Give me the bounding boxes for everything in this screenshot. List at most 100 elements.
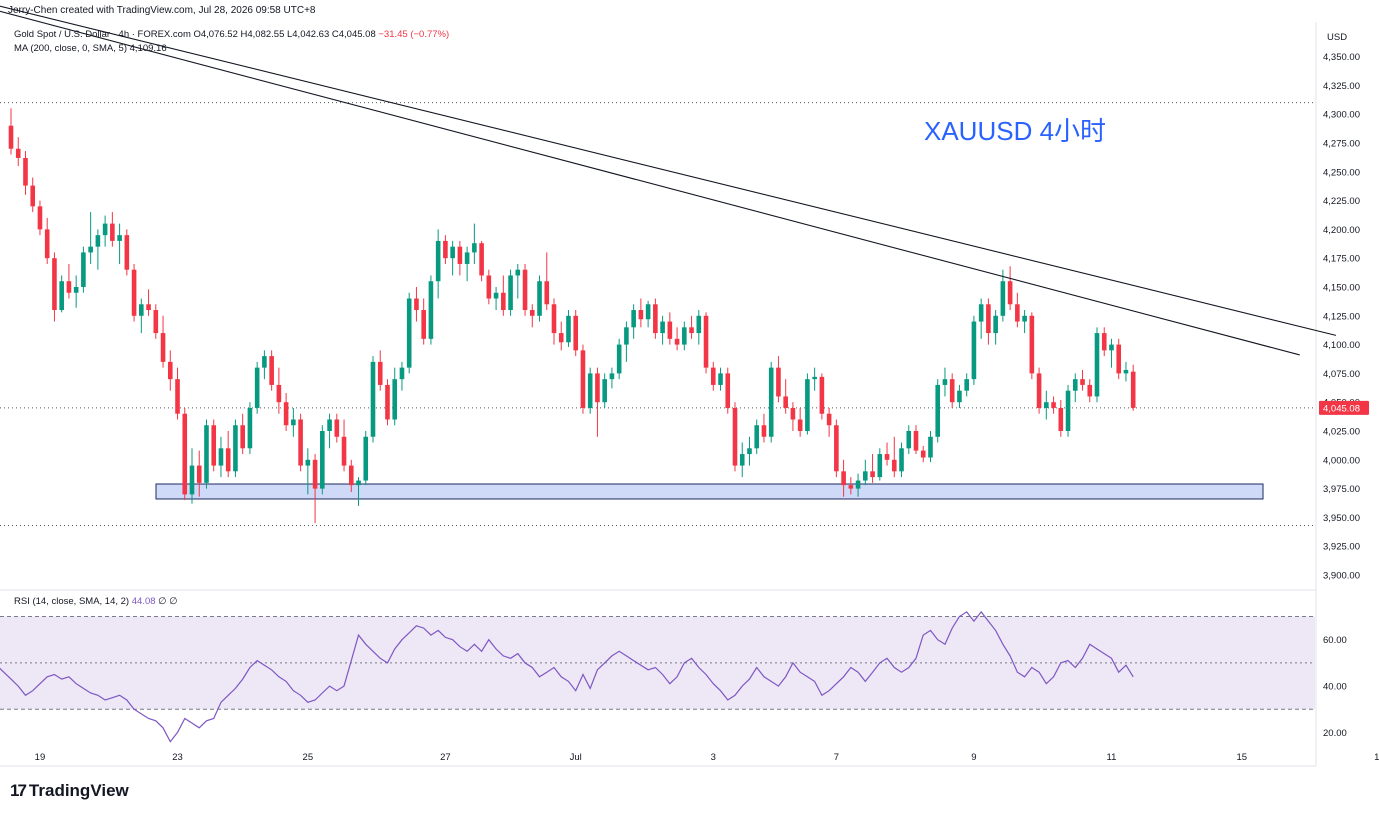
- candle-body: [863, 471, 868, 481]
- candle: [175, 367, 180, 420]
- candle: [1065, 384, 1071, 437]
- price-tick-label: 4,025.00: [1323, 427, 1360, 438]
- candle: [703, 312, 709, 374]
- candle-body: [710, 367, 716, 385]
- rsi-legend: RSI (14, close, SMA, 14, 2) 44.08 ∅ ∅: [14, 596, 177, 607]
- candle-body: [1072, 379, 1078, 391]
- candle-body: [1094, 333, 1100, 397]
- candle-body: [587, 373, 593, 408]
- candle: [732, 402, 738, 472]
- candle-body: [189, 465, 195, 495]
- candle-body: [797, 419, 803, 432]
- candle-body: [942, 379, 948, 385]
- candle-body: [370, 361, 376, 437]
- candle-body: [754, 425, 760, 449]
- candle: [225, 431, 231, 478]
- candle: [486, 269, 492, 305]
- candle: [262, 350, 267, 380]
- candle: [464, 246, 470, 282]
- candle: [595, 367, 600, 437]
- candle-body: [1116, 344, 1122, 374]
- candle-body: [421, 310, 426, 339]
- candle: [957, 384, 962, 408]
- candle-body: [472, 243, 477, 253]
- chart-annotation[interactable]: XAUUSD 4小时: [924, 116, 1106, 146]
- tradingview-logo[interactable]: 17 TradingView: [10, 781, 129, 801]
- candle: [443, 235, 448, 264]
- price-tick-label: 4,075.00: [1323, 369, 1360, 380]
- candle-body: [269, 356, 274, 385]
- candle: [587, 367, 593, 414]
- candle-body: [573, 315, 579, 351]
- candle: [718, 367, 723, 391]
- candle: [139, 298, 144, 334]
- candles-layer: [8, 108, 1136, 524]
- candle-body: [1130, 371, 1136, 408]
- candle-body: [645, 304, 651, 320]
- candle: [66, 263, 72, 299]
- candle-body: [457, 246, 463, 264]
- candle: [37, 200, 43, 236]
- candle-body: [1000, 281, 1006, 316]
- candle: [421, 298, 426, 345]
- candle: [928, 431, 933, 463]
- candle-body: [363, 436, 369, 481]
- candle-body: [102, 223, 108, 236]
- candle-body: [117, 235, 122, 241]
- trendlines-layer: [0, 5, 1337, 356]
- candle: [131, 263, 137, 322]
- candle: [392, 367, 398, 426]
- candle-body: [906, 431, 912, 449]
- candle-body: [812, 376, 817, 380]
- candle-body: [747, 448, 752, 455]
- candle: [949, 373, 955, 408]
- time-tick-label: Jul: [570, 752, 582, 763]
- time-tick-label: 11: [1107, 752, 1117, 763]
- candle-body: [703, 315, 709, 368]
- candle: [768, 361, 774, 443]
- candle: [1036, 367, 1042, 414]
- candle-body: [356, 480, 361, 486]
- candle-body: [537, 281, 542, 316]
- candle-body: [341, 436, 347, 466]
- candle-body: [479, 243, 484, 276]
- candle: [754, 419, 760, 455]
- price-tick-label: 4,350.00: [1323, 52, 1360, 63]
- candle-body: [486, 275, 492, 299]
- support-zone: [155, 483, 1264, 500]
- candle-body: [899, 448, 904, 472]
- candle: [189, 448, 195, 504]
- candle: [826, 407, 832, 437]
- candle-body: [327, 419, 332, 432]
- candle-body: [971, 321, 977, 380]
- candle-body: [450, 246, 455, 259]
- legend-ma-label[interactable]: MA (200, close, 0, SMA, 5): [14, 43, 127, 54]
- candle: [508, 269, 513, 316]
- legend-symbol[interactable]: Gold Spot / U.S. Dollar · 4h · FOREX.com: [14, 29, 191, 40]
- candle-body: [225, 448, 231, 472]
- candle: [291, 407, 296, 437]
- rsi-tick-label: 40.00: [1323, 682, 1347, 693]
- candle: [776, 356, 781, 403]
- candle: [182, 407, 188, 501]
- candle: [327, 413, 332, 449]
- candle-body: [928, 436, 933, 458]
- candle: [855, 473, 861, 497]
- candle: [790, 402, 796, 432]
- candle-body: [59, 281, 64, 311]
- candle-body: [580, 350, 586, 408]
- candle: [537, 275, 542, 322]
- candle: [1116, 338, 1122, 380]
- candle: [761, 413, 767, 443]
- legend-change: −31.45 (−0.77%): [378, 29, 450, 40]
- candle: [52, 252, 57, 322]
- price-tick-label: 3,925.00: [1323, 542, 1360, 553]
- candle-body: [385, 384, 390, 420]
- candle-body: [146, 304, 151, 311]
- candle: [674, 327, 680, 351]
- candle-body: [732, 407, 738, 466]
- rsi-legend-label[interactable]: RSI (14, close, SMA, 14, 2): [14, 596, 130, 607]
- candle: [110, 212, 115, 247]
- candle: [631, 304, 636, 339]
